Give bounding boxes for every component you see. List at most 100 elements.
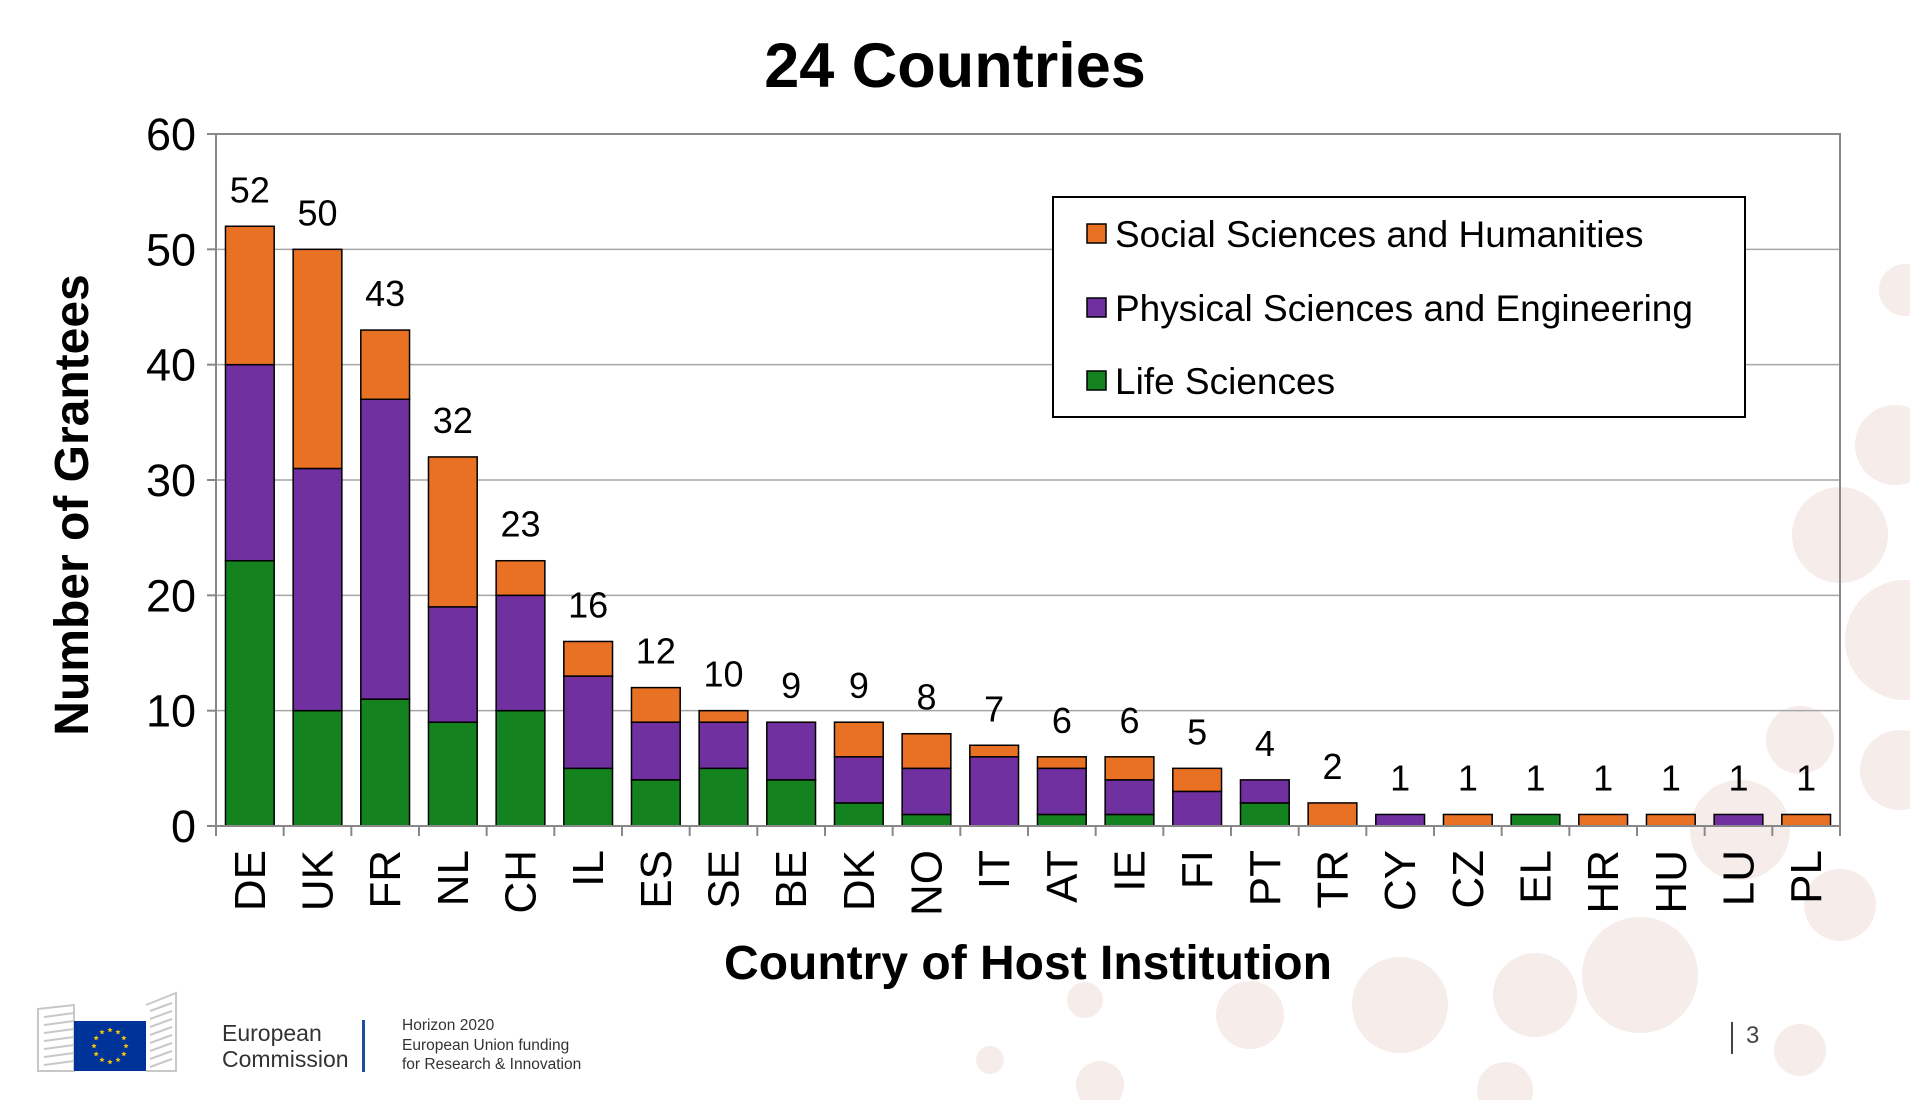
bar-segment-fi-physical <box>1172 790 1223 827</box>
program-line3: for Research & Innovation <box>402 1056 582 1073</box>
bar-segment-nl-social <box>427 456 478 608</box>
eu-star-icon <box>91 1043 97 1049</box>
eu-star-icon <box>115 1057 121 1063</box>
data-label-no: 8 <box>916 677 936 718</box>
bar-segment-de-social <box>224 225 275 366</box>
x-tick-label-hr: HR <box>1579 850 1628 914</box>
bar-segment-no-life <box>901 813 952 827</box>
bar-segment-nl-life <box>427 721 478 827</box>
bars <box>224 225 1832 827</box>
x-tick-label-uk: UK <box>294 850 343 911</box>
bar-segment-fr-physical <box>360 398 411 700</box>
y-tick-label: 20 <box>146 570 196 621</box>
x-tick-label-nl: NL <box>429 850 478 906</box>
data-label-hu: 1 <box>1661 757 1681 798</box>
x-tick-label-hu: HU <box>1647 850 1696 914</box>
bar-segment-ie-life <box>1104 813 1155 827</box>
legend-label-life-sciences: Life Sciences <box>1115 361 1335 402</box>
data-label-nl: 32 <box>433 400 473 441</box>
y-tick-labels: 0 10 20 30 40 50 60 <box>146 109 216 852</box>
data-label-uk: 50 <box>297 192 337 233</box>
bar-segment-be-physical <box>766 721 817 781</box>
legend-label-physical-sciences: Physical Sciences and Engineering <box>1115 288 1693 329</box>
bar-segment-se-social <box>698 709 749 723</box>
bar-segment-dk-life <box>833 802 884 827</box>
bar-segment-uk-social <box>292 248 343 470</box>
bar-segment-ch-social <box>495 559 546 597</box>
bar-segment-pt-life <box>1239 802 1290 827</box>
stacked-bar-chart: 24 Countries 0 10 20 30 40 50 60 DE UK FR NL CH IL E… <box>46 31 1841 990</box>
eu-star-icon <box>107 1027 113 1033</box>
x-tick-label-fr: FR <box>361 850 410 909</box>
data-label-at: 6 <box>1052 700 1072 741</box>
x-tick-label-es: ES <box>632 850 681 909</box>
x-tick-label-pt: PT <box>1241 850 1290 906</box>
bar-segment-el-life <box>1510 813 1561 827</box>
x-tick-label-fi: FI <box>1173 850 1222 889</box>
eu-star-icon <box>123 1043 129 1049</box>
x-tick-label-cz: CZ <box>1444 850 1493 909</box>
bar-segment-il-physical <box>563 675 614 770</box>
data-label-tr: 2 <box>1322 746 1342 787</box>
data-label-be: 9 <box>781 665 801 706</box>
x-tick-label-lu: LU <box>1715 850 1764 906</box>
x-tick-label-it: IT <box>970 850 1019 889</box>
page-number-text: 3 <box>1746 1022 1760 1049</box>
data-labels: 52 50 43 32 23 16 12 10 9 9 8 7 6 6 5 4 2 1 1 1 1 1 1 1 <box>230 169 1816 798</box>
bar-segment-cz-social <box>1442 813 1493 827</box>
bar-segment-hr-social <box>1578 813 1629 827</box>
bar-segment-at-physical <box>1036 767 1087 816</box>
bar-segment-at-social <box>1036 756 1087 770</box>
bar-segment-ie-physical <box>1104 779 1155 816</box>
bar-segment-nl-physical <box>427 606 478 723</box>
bar-segment-ch-physical <box>495 594 546 712</box>
footer-separator <box>362 1020 365 1072</box>
y-tick-label: 50 <box>146 224 196 275</box>
bar-segment-se-physical <box>698 721 749 770</box>
x-tick-label-ie: IE <box>1106 850 1155 892</box>
bar-segment-ie-social <box>1104 756 1155 781</box>
bar-segment-dk-social <box>833 721 884 758</box>
bar-segment-es-social <box>630 686 681 723</box>
y-axis-title: Number of Grantees <box>46 274 99 735</box>
x-tick-label-se: SE <box>700 850 749 909</box>
data-label-fr: 43 <box>365 273 405 314</box>
x-tick-label-no: NO <box>903 850 952 916</box>
y-tick-label: 30 <box>146 455 196 506</box>
bar-segment-it-social <box>969 744 1020 758</box>
x-tick-label-il: IL <box>564 850 613 887</box>
eu-star-icon <box>93 1051 99 1057</box>
eu-star-icon <box>121 1051 127 1057</box>
x-tick-label-ch: CH <box>497 850 546 914</box>
legend-swatch-life-sciences <box>1086 370 1107 391</box>
bar-segment-fr-social <box>360 329 411 401</box>
legend-label-social-sciences: Social Sciences and Humanities <box>1115 214 1644 255</box>
bar-segment-tr-social <box>1307 802 1358 827</box>
bar-segment-fi-social <box>1172 767 1223 793</box>
y-tick-label: 10 <box>146 686 196 737</box>
x-tick-label-at: AT <box>1038 850 1087 903</box>
org-name: European Commission <box>222 1020 349 1072</box>
bar-segment-uk-life <box>292 709 343 827</box>
eu-star-icon <box>115 1029 121 1035</box>
data-label-ch: 23 <box>500 504 540 545</box>
bar-segment-pl-social <box>1781 813 1832 827</box>
eu-star-icon <box>121 1035 127 1041</box>
eu-star-icon <box>99 1057 105 1063</box>
y-tick-label: 40 <box>146 340 196 391</box>
bar-segment-dk-physical <box>833 756 884 804</box>
org-name-line2: Commission <box>222 1046 349 1072</box>
bar-segment-se-life <box>698 767 749 827</box>
data-label-ie: 6 <box>1119 700 1139 741</box>
eu-star-icon <box>93 1035 99 1041</box>
bar-segment-fr-life <box>360 698 411 827</box>
data-label-fi: 5 <box>1187 711 1207 752</box>
data-label-el: 1 <box>1525 757 1545 798</box>
x-tick-label-cy: CY <box>1376 850 1425 911</box>
page-number: 3 <box>1730 1022 1759 1050</box>
bar-segment-hu-social <box>1645 813 1696 827</box>
bar-segment-de-life <box>224 559 275 827</box>
data-label-cz: 1 <box>1458 757 1478 798</box>
bar-segment-ch-life <box>495 709 546 827</box>
